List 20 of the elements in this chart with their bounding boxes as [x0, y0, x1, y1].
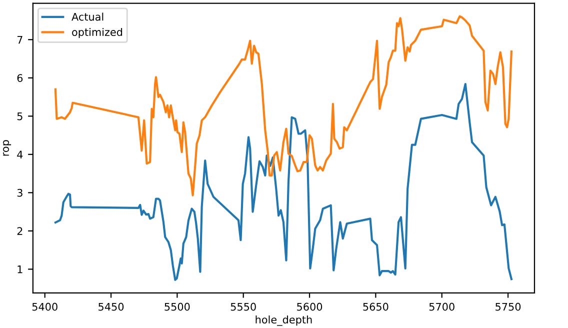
- x-axis-title: hole_depth: [256, 315, 312, 326]
- legend-label: Actual: [72, 12, 104, 21]
- x-tick-label: 5550: [230, 302, 256, 311]
- x-tick-label: 5400: [32, 302, 58, 311]
- x-tick-label: 5700: [429, 302, 454, 311]
- y-tick-label: 2: [17, 227, 22, 235]
- y-tick-label: 4: [17, 150, 23, 158]
- y-tick-label: 7: [17, 36, 22, 44]
- y-tick-label: 1: [18, 266, 22, 274]
- y-tick-label: 5: [17, 112, 22, 120]
- y-tick-label: 3: [17, 188, 22, 197]
- legend-label: optimized: [72, 28, 122, 38]
- x-tick-label: 5600: [297, 302, 322, 311]
- y-axis-title: rop: [3, 140, 12, 156]
- line-series: [54, 82, 513, 281]
- x-tick-label: 5500: [164, 302, 190, 311]
- y-tick-label: 6: [17, 74, 23, 82]
- x-tick-label: 5750: [496, 302, 521, 311]
- x-tick-label: 5650: [363, 302, 388, 311]
- x-tick-label: 5450: [98, 302, 124, 311]
